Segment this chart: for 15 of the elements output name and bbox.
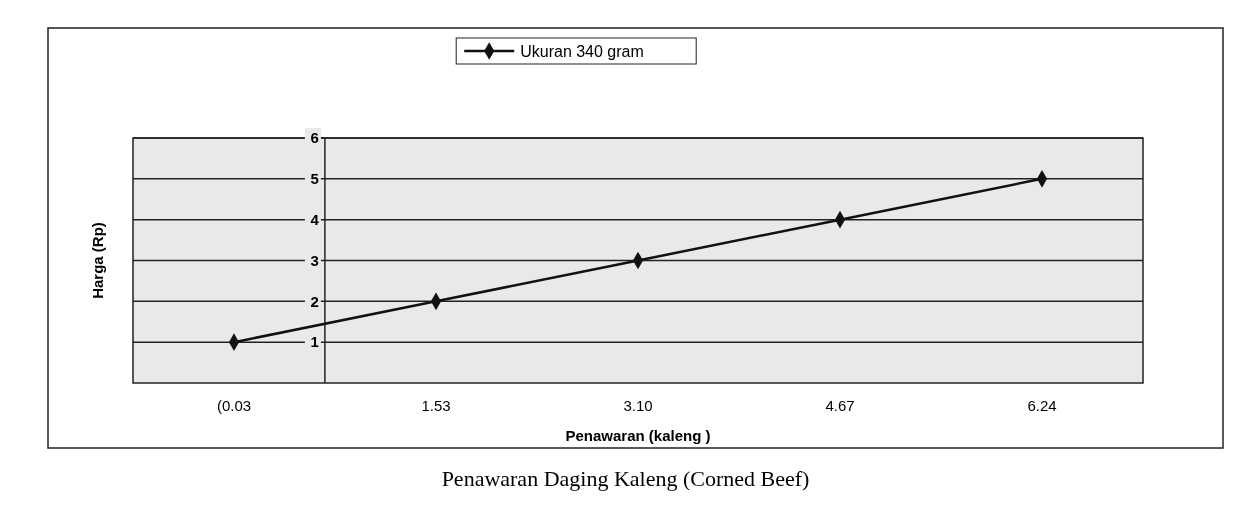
y-tick-label: 1 — [310, 333, 319, 351]
text: Penawaran Daging Kaleng (Corned Beef) — [441, 466, 810, 491]
x-tick-label: 4.67 — [825, 397, 855, 414]
y-tick-label: 4 — [310, 210, 320, 228]
x-tick-label: (0.03 — [216, 397, 252, 414]
x-tick-label: 6.24 — [1027, 397, 1057, 414]
y-axis-title: Harga (Rp) — [89, 222, 106, 299]
y-tick-label: 6 — [310, 129, 319, 147]
x-tick-label: 1.53 — [421, 397, 451, 414]
y-tick-label: 2 — [310, 292, 319, 310]
y-tick-label: 5 — [310, 170, 319, 188]
x-tick-label: 3.10 — [623, 397, 653, 414]
legend-label: Ukuran 340 gram — [520, 42, 644, 60]
y-tick-label: 3 — [310, 251, 319, 269]
x-axis-title: Penawaran (kaleng ) — [565, 427, 711, 444]
